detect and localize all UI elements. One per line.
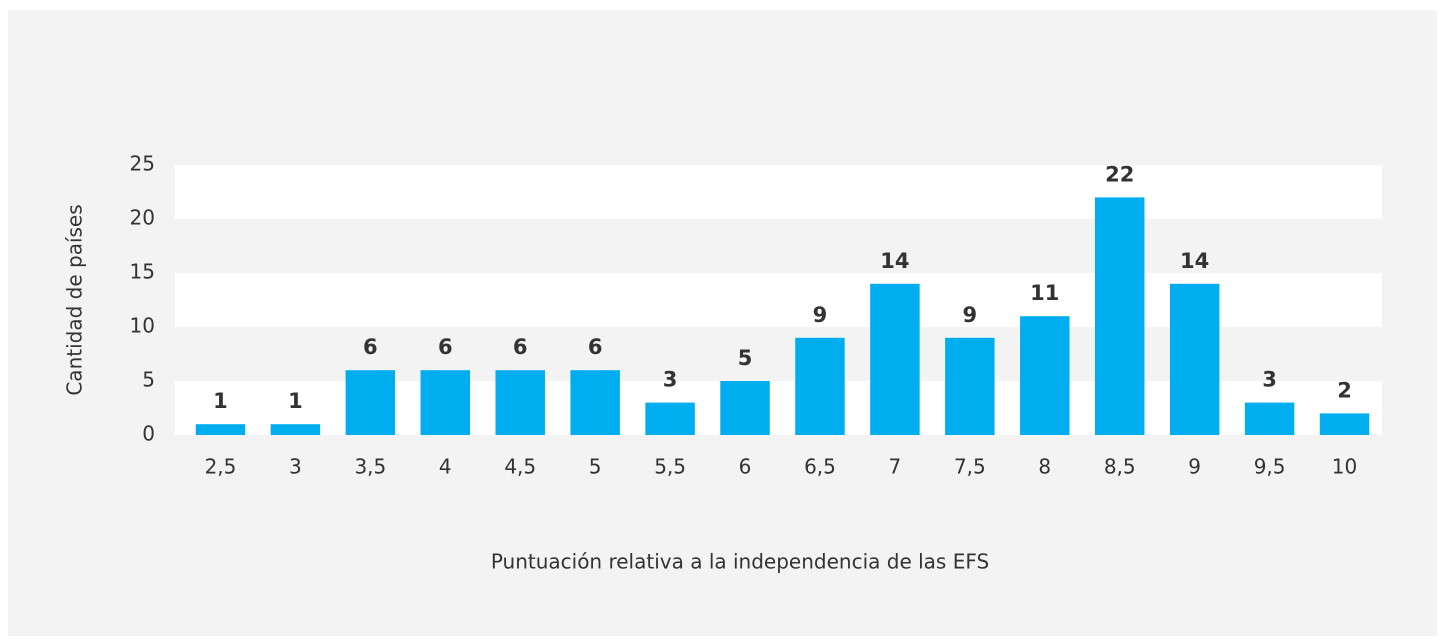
bar [1319,413,1370,435]
y-tick-label: 15 [130,260,155,284]
x-tick-label: 3,5 [354,455,386,479]
value-label: 1 [213,389,228,413]
value-label: 9 [813,303,828,327]
value-label: 1 [288,389,303,413]
x-tick-label: 4,5 [504,455,536,479]
value-label: 6 [438,335,453,359]
bar [570,370,620,435]
bar [420,370,471,435]
bar [645,402,695,435]
grid-band [175,165,1382,219]
bar [345,370,396,435]
y-tick-label: 0 [142,422,155,446]
bar [870,283,920,435]
value-label: 9 [963,303,978,327]
x-tick-label: 6 [739,455,752,479]
x-tick-label: 7 [889,455,902,479]
y-tick-label: 10 [130,314,155,338]
x-tick-label: 8,5 [1104,455,1136,479]
value-label: 2 [1337,378,1352,402]
bar [1094,197,1145,435]
value-label: 22 [1105,162,1134,186]
x-tick-label: 7,5 [954,455,986,479]
bar [1169,283,1220,435]
bar [720,381,770,435]
bar [270,424,321,435]
x-tick-label: 3 [289,455,302,479]
y-tick-label: 25 [130,152,155,176]
value-label: 11 [1030,281,1059,305]
bar [195,424,246,435]
bar [795,337,845,435]
x-tick-label: 6,5 [804,455,836,479]
y-tick-label: 5 [142,368,155,392]
bar [495,370,545,435]
value-label: 6 [588,335,603,359]
value-label: 5 [738,346,753,370]
x-axis-label: Puntuación relativa a la independencia d… [491,550,989,574]
bar [1244,402,1295,435]
x-tick-label: 10 [1332,455,1357,479]
x-tick-label: 8 [1038,455,1051,479]
y-axis-label: Cantidad de países [63,204,87,395]
x-tick-label: 9 [1188,455,1201,479]
value-label: 14 [1180,249,1209,273]
x-tick-label: 5,5 [654,455,686,479]
value-label: 3 [1262,368,1277,392]
value-label: 3 [663,368,678,392]
x-tick-label: 9,5 [1254,455,1286,479]
x-tick-label: 2,5 [205,455,237,479]
value-label: 6 [513,335,528,359]
x-tick-label: 5 [589,455,602,479]
bar [945,337,995,435]
value-label: 6 [363,335,378,359]
y-tick-label: 20 [130,206,155,230]
x-tick-label: 4 [439,455,452,479]
bar [1020,316,1070,435]
value-label: 14 [880,249,909,273]
